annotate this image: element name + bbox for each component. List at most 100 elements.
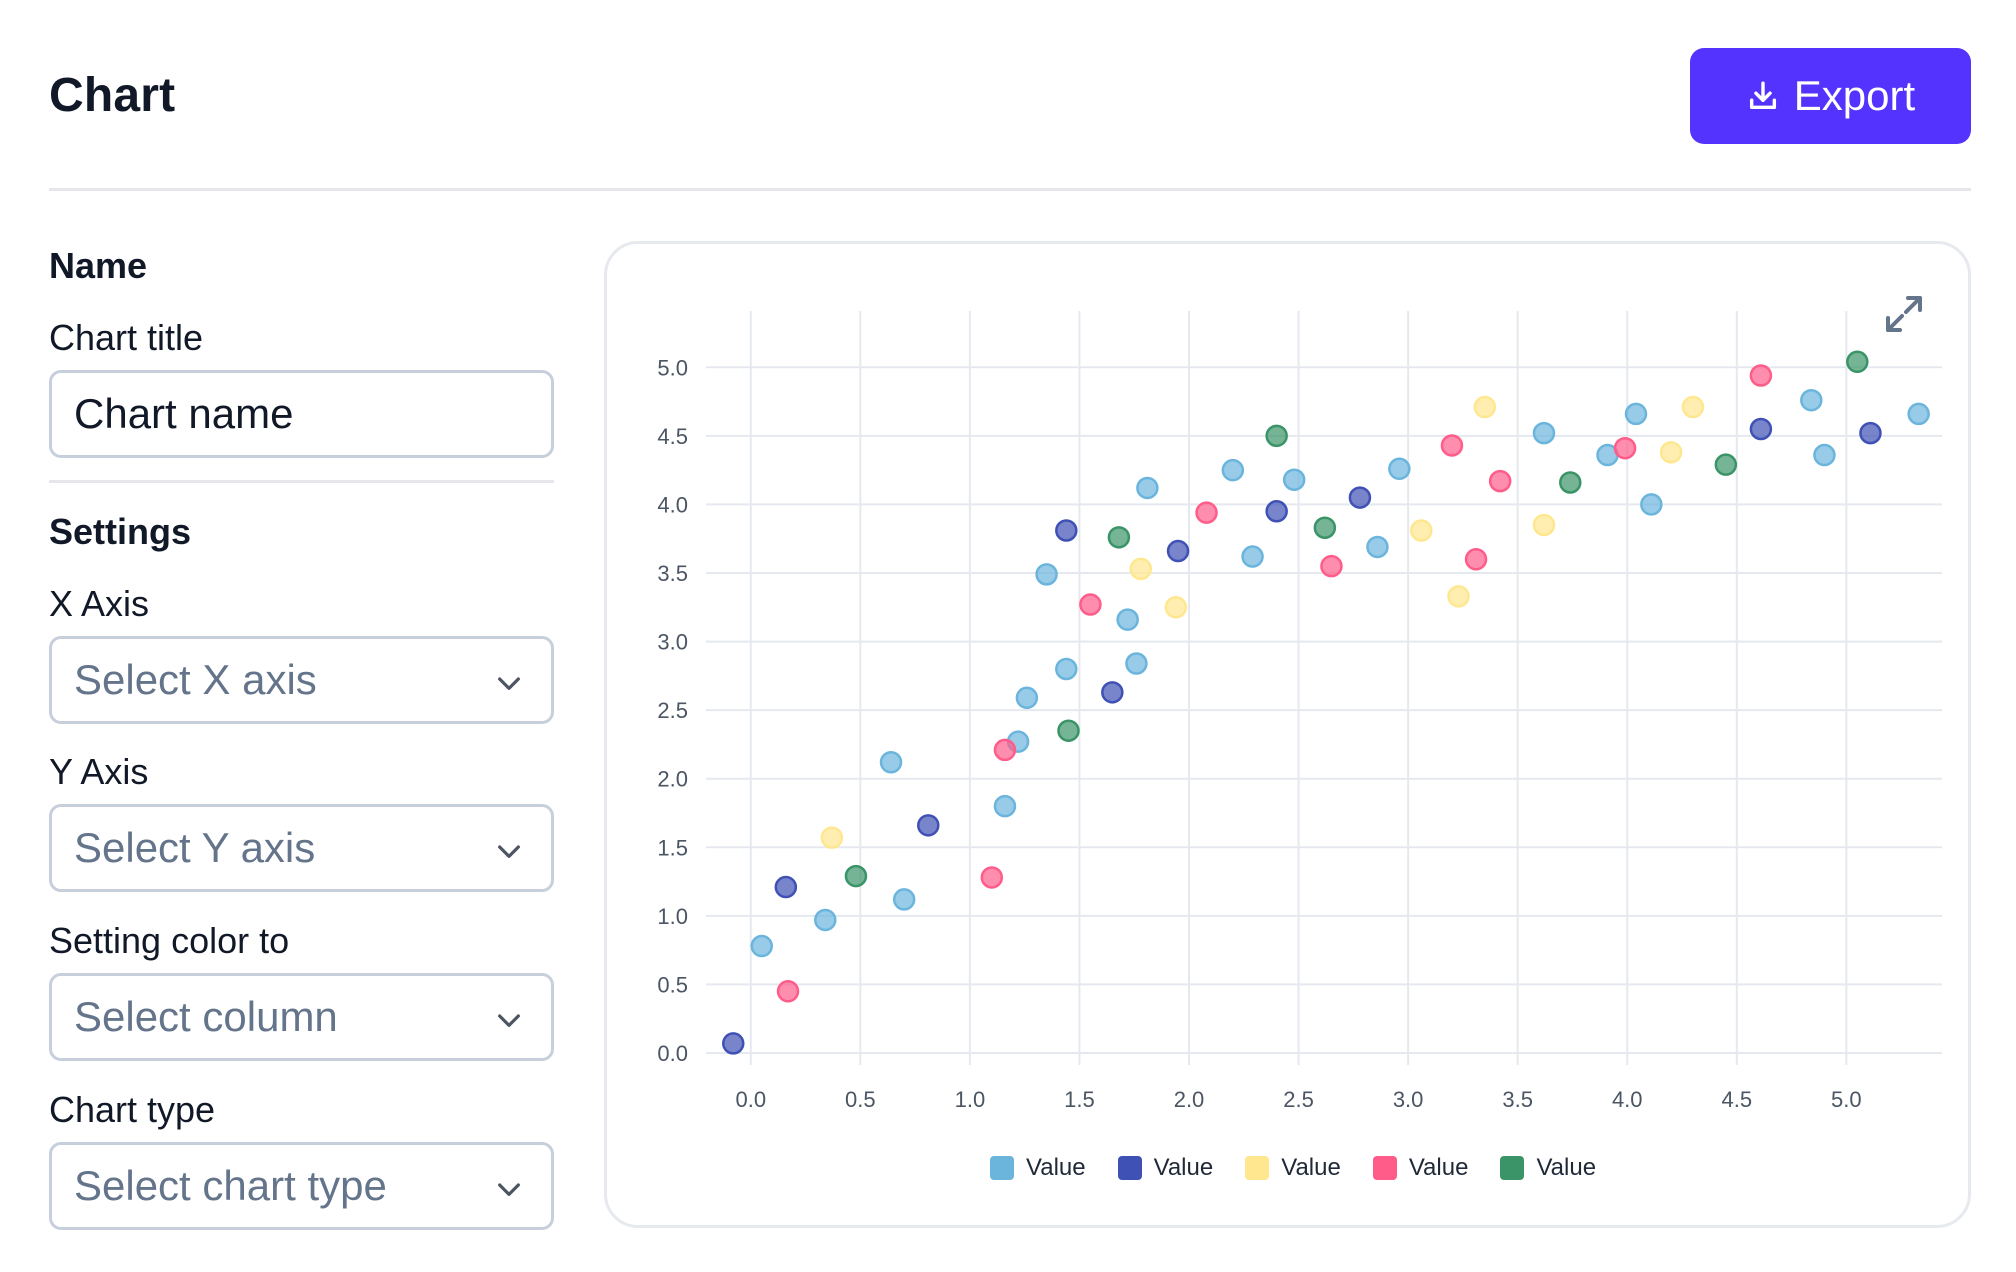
data-point <box>1532 513 1556 537</box>
data-point <box>1749 364 1773 387</box>
y-tick-label: 4.5 <box>657 424 688 449</box>
legend-label: Value <box>1026 1154 1086 1181</box>
legend-item: Value <box>1117 1154 1214 1182</box>
color-column-select[interactable]: Select column <box>49 973 554 1061</box>
data-point <box>1057 719 1080 742</box>
data-point <box>776 980 800 1003</box>
expand-button[interactable] <box>1880 290 1928 338</box>
y-tick-label: 3.0 <box>657 630 688 655</box>
x-tick-label: 3.0 <box>1393 1087 1424 1112</box>
data-point <box>1613 436 1637 460</box>
chart-title-input[interactable] <box>49 370 554 458</box>
data-point <box>1640 493 1663 516</box>
data-point <box>1035 563 1058 586</box>
data-point <box>1440 434 1464 457</box>
name-section-title: Name <box>49 245 148 286</box>
data-point <box>1079 593 1102 616</box>
y-axis-select-value: Select Y axis <box>74 824 316 871</box>
y-axis-label: Y Axis <box>49 751 149 792</box>
data-point <box>1388 457 1411 481</box>
data-point <box>1846 350 1869 374</box>
chart-card <box>604 241 1971 1228</box>
legend-swatch <box>1245 1156 1270 1180</box>
data-point <box>1055 657 1078 681</box>
data-point <box>1659 441 1683 464</box>
chevron-down-icon <box>498 1183 520 1196</box>
legend-item: Value <box>1372 1154 1469 1182</box>
data-point <box>721 1032 745 1055</box>
export-button[interactable]: Export <box>1690 48 1971 144</box>
data-point <box>1800 388 1823 412</box>
data-point <box>1559 471 1582 494</box>
x-axis-select[interactable]: Select X axis <box>49 636 554 724</box>
expand-icon <box>1886 296 1922 332</box>
x-tick-label: 2.0 <box>1174 1087 1205 1112</box>
data-point <box>1859 421 1882 445</box>
data-point <box>1366 535 1389 559</box>
data-point <box>1136 476 1159 500</box>
data-point <box>1313 516 1337 539</box>
y-tick-label: 0.0 <box>657 1041 688 1066</box>
y-axis-select[interactable]: Select Y axis <box>49 804 554 892</box>
data-point <box>1107 526 1131 549</box>
chart-type-label: Chart type <box>49 1089 216 1130</box>
legend-label: Value <box>1153 1154 1214 1181</box>
data-point <box>1101 681 1124 704</box>
data-point <box>1125 652 1148 675</box>
data-point <box>1348 486 1372 509</box>
x-tick-label: 4.5 <box>1721 1087 1752 1112</box>
data-point <box>892 888 916 911</box>
data-point <box>1221 458 1245 482</box>
data-point <box>1164 596 1188 619</box>
data-point <box>1055 519 1078 542</box>
x-tick-label: 2.5 <box>1283 1087 1314 1112</box>
data-point <box>1265 500 1288 523</box>
page-title: Chart <box>49 69 176 122</box>
y-tick-label: 3.5 <box>657 561 688 586</box>
x-tick-label: 5.0 <box>1831 1087 1862 1112</box>
chart-type-select-value: Select chart type <box>74 1162 387 1209</box>
legend-item: Value <box>1245 1154 1341 1182</box>
data-point <box>774 875 798 899</box>
data-point <box>820 826 844 849</box>
data-point <box>993 738 1017 762</box>
y-tick-label: 2.0 <box>657 767 688 792</box>
x-tick-label: 3.5 <box>1502 1087 1533 1112</box>
legend-item: Value <box>1500 1154 1596 1182</box>
export-label: Export <box>1793 72 1916 119</box>
data-point <box>1624 402 1648 426</box>
y-tick-label: 2.5 <box>657 698 688 723</box>
x-tick-label: 1.5 <box>1064 1087 1095 1112</box>
data-point <box>980 866 1004 889</box>
legend-item: Value <box>990 1154 1086 1182</box>
color-column-select-value: Select column <box>74 993 338 1040</box>
data-point <box>1473 395 1497 419</box>
chart-type-select[interactable]: Select chart type <box>49 1142 554 1230</box>
data-point <box>1488 469 1512 493</box>
chevron-down-icon <box>498 677 520 690</box>
data-point <box>1015 686 1039 710</box>
data-point <box>750 934 773 958</box>
data-point <box>1681 395 1705 419</box>
color-label: Setting color to <box>49 920 290 961</box>
scatter-chart: 0.0 0.5 1.0 1.5 2.0 2.5 3.0 3.5 4.0 4.5 5.0 0.0 0.5 1… <box>657 311 1942 1112</box>
data-point <box>1195 501 1218 524</box>
data-point <box>814 908 837 932</box>
chart-title-label: Chart title <box>49 317 204 358</box>
legend-label: Value <box>1281 1154 1341 1181</box>
data-point <box>1320 554 1343 578</box>
x-tick-label: 0.5 <box>845 1087 876 1112</box>
y-tick-label: 5.0 <box>657 355 688 380</box>
data-point <box>1813 443 1836 467</box>
legend-swatch <box>990 1156 1014 1180</box>
chart-legend: Value Value Value Value Value <box>990 1154 1596 1182</box>
data-point <box>1116 608 1139 631</box>
data-point <box>1714 453 1738 476</box>
data-point <box>879 751 903 774</box>
legend-swatch <box>1117 1156 1142 1180</box>
x-tick-label: 1.0 <box>955 1087 986 1112</box>
x-tick-label: 4.0 <box>1612 1087 1643 1112</box>
data-point <box>917 814 940 837</box>
legend-label: Value <box>1408 1154 1469 1181</box>
data-point <box>1282 468 1306 491</box>
